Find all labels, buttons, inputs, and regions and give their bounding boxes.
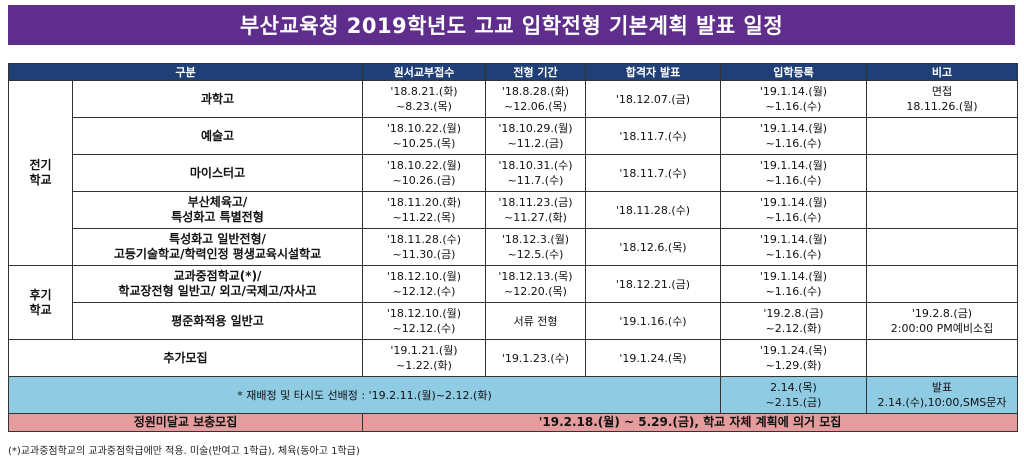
recruit-value: '19.2.18.(월) ~ 5.29.(금), 학교 자체 계획에 의거 모집	[362, 413, 1018, 432]
header-result: 합격자 발표	[585, 63, 721, 81]
period-cell: '18.12.13.(목) ~12.20.(목)	[485, 265, 586, 303]
application-cell: '19.1.21.(월) ~1.22.(화)	[362, 339, 486, 377]
header-row: 구분 원서교부접수 전형 기간 합격자 발표 입학등록 비고	[8, 63, 1018, 81]
period-cell: '18.10.31.(수) ~11.7.(수)	[485, 154, 586, 192]
result-cell: '18.11.7.(수)	[585, 154, 721, 192]
registration-cell: '19.2.8.(금) ~2.12.(화)	[720, 302, 867, 340]
table-row: 전기 학교 과학고 '18.8.21.(화) ~8.23.(목) '18.8.28…	[8, 80, 1018, 266]
school-name: 평준화적용 일반고	[72, 302, 363, 340]
registration-cell: '19.1.14.(월) ~1.16.(수)	[720, 228, 867, 266]
table-row: 특성화고 일반전형/고등기술학교/학력인정 평생교육시설학교 '18.11.28…	[9, 228, 1018, 266]
registration-cell: '19.1.14.(월) ~1.16.(수)	[720, 265, 867, 303]
recruit-row: 정원미달교 보충모집 '19.2.18.(월) ~ 5.29.(금), 학교 자…	[8, 413, 1018, 432]
page-title: 부산교육청 2019학년도 고교 입학전형 기본계획 발표 일정	[8, 5, 1015, 45]
table-row: 마이스터고 '18.10.22.(월) ~10.26.(금) '18.10.31.…	[9, 154, 1018, 192]
group-early: 전기 학교	[8, 80, 73, 266]
registration-cell: '19.1.14.(월) ~1.16.(수)	[720, 117, 867, 155]
reassign-registration: 2.14.(목) ~2.15.(금)	[720, 376, 867, 414]
school-name: 교과중점학교(*)/학교장전형 일반고/ 외고/국제고/자사고	[72, 265, 363, 303]
table-row: 평준화적용 일반고 '18.12.10.(월) ~12.12.(수) 서류 전형 …	[9, 302, 1018, 340]
period-cell: '18.11.23.(금) ~11.27.(화)	[485, 191, 586, 229]
table-row: 부산체육고/특성화고 특별전형 '18.11.20.(화) ~11.22.(목) …	[9, 191, 1018, 229]
application-cell: '18.12.10.(월) ~12.12.(수)	[362, 265, 486, 303]
registration-cell: '19.1.14.(월) ~1.16.(수)	[720, 80, 867, 118]
reassign-note: 발표 2.14.(수),10:00,SMS문자	[866, 376, 1018, 414]
table-row: 추가모집 '19.1.21.(월) ~1.22.(화) '19.1.23.(수) …	[8, 339, 1018, 377]
school-name: 마이스터고	[72, 154, 363, 192]
school-name: 특성화고 일반전형/고등기술학교/학력인정 평생교육시설학교	[72, 228, 363, 266]
application-cell: '18.11.20.(화) ~11.22.(목)	[362, 191, 486, 229]
result-cell: '18.11.28.(수)	[585, 191, 721, 229]
registration-cell: '19.1.24.(목) ~1.29.(화)	[720, 339, 867, 377]
school-name: 부산체육고/특성화고 특별전형	[72, 191, 363, 229]
table-row: 예술고 '18.10.22.(월) ~10.25.(목) '18.10.29.(월…	[9, 117, 1018, 155]
period-cell: '18.12.3.(월) ~12.5.(수)	[485, 228, 586, 266]
reassign-row: * 재배정 및 타시도 선배정 : '19.2.11.(월)~2.12.(화) …	[8, 376, 1018, 414]
header-period: 전형 기간	[485, 63, 586, 81]
period-cell: '18.10.29.(월) ~11.2.(금)	[485, 117, 586, 155]
result-cell: '18.12.6.(목)	[585, 228, 721, 266]
school-name: 추가모집	[8, 339, 363, 377]
school-name: 예술고	[72, 117, 363, 155]
header-category: 구분	[8, 63, 363, 81]
application-cell: '18.10.22.(월) ~10.25.(목)	[362, 117, 486, 155]
header-note: 비고	[866, 63, 1018, 81]
table-row: 후기 학교 교과중점학교(*)/학교장전형 일반고/ 외고/국제고/자사고 '1…	[8, 265, 1018, 340]
result-cell: '18.11.7.(수)	[585, 117, 721, 155]
note-cell	[866, 228, 1018, 266]
note-cell: '19.2.8.(금) 2:00:00 PM예비소집	[866, 302, 1018, 340]
group-late: 후기 학교	[8, 265, 73, 340]
note-cell	[866, 339, 1018, 377]
application-cell: '18.8.21.(화) ~8.23.(목)	[362, 80, 486, 118]
period-cell: '19.1.23.(수)	[485, 339, 586, 377]
footnote: (*)교과중점학교의 교과중점학급에만 적용. 미술(반여고 1학급), 체육(…	[8, 446, 360, 457]
header-registration: 입학등록	[720, 63, 867, 81]
registration-cell: '19.1.14.(월) ~1.16.(수)	[720, 191, 867, 229]
registration-cell: '19.1.14.(월) ~1.16.(수)	[720, 154, 867, 192]
result-cell: '19.1.16.(수)	[585, 302, 721, 340]
result-cell: '18.12.21.(금)	[585, 265, 721, 303]
note-cell	[866, 117, 1018, 155]
note-cell	[866, 265, 1018, 303]
header-application: 원서교부접수	[362, 63, 486, 81]
school-name: 과학고	[72, 80, 363, 118]
period-cell: '18.8.28.(화) ~12.06.(목)	[485, 80, 586, 118]
note-cell: 면접 18.11.26.(월)	[866, 80, 1018, 118]
note-cell	[866, 154, 1018, 192]
result-cell: '18.12.07.(금)	[585, 80, 721, 118]
application-cell: '18.10.22.(월) ~10.26.(금)	[362, 154, 486, 192]
application-cell: '18.11.28.(수) ~11.30.(금)	[362, 228, 486, 266]
result-cell: '19.1.24.(목)	[585, 339, 721, 377]
period-cell: 서류 전형	[485, 302, 586, 340]
note-cell	[866, 191, 1018, 229]
schedule-table: 구분 원서교부접수 전형 기간 합격자 발표 입학등록 비고 전기 학교 과학고…	[8, 63, 1018, 432]
application-cell: '18.12.10.(월) ~12.12.(수)	[362, 302, 486, 340]
recruit-label: 정원미달교 보충모집	[8, 413, 363, 432]
reassign-label: * 재배정 및 타시도 선배정 : '19.2.11.(월)~2.12.(화)	[8, 376, 721, 414]
